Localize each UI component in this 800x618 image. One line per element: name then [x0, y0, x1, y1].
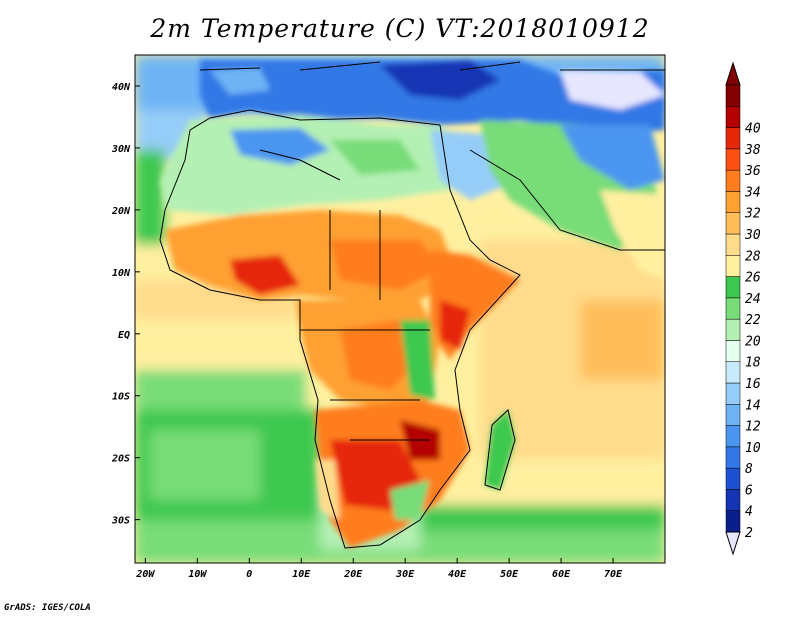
- lat-tick-label: 10S: [112, 392, 130, 403]
- colorbar-swatch: [725, 127, 741, 150]
- colorbar-swatch: [725, 318, 741, 341]
- lon-tick-label: 60E: [552, 569, 571, 580]
- lat-tick-label: 10N: [112, 268, 131, 279]
- colorbar-swatch: [725, 340, 741, 362]
- colorbar-swatch: [725, 106, 741, 128]
- lon-tick-label: 20E: [343, 569, 363, 580]
- lon-tick-label: 30E: [395, 569, 415, 580]
- lat-tick-label: 30S: [111, 516, 130, 527]
- lat-tick-label: 20N: [111, 206, 131, 217]
- colorbar-swatch: [725, 169, 741, 192]
- colorbar-label: 18: [745, 356, 761, 371]
- credit-text: GrADS: IGES/COLA: [4, 603, 91, 613]
- colorbar-swatch: [725, 276, 741, 299]
- chart-title: 2m Temperature (C) VT:2018010912: [150, 14, 650, 43]
- colorbar-bottom-arrow: [725, 531, 741, 556]
- land-field: [160, 60, 665, 548]
- colorbar-label: 4: [745, 505, 753, 520]
- colorbar-label: 14: [745, 398, 761, 413]
- colorbar-label: 10: [745, 441, 761, 456]
- colorbar-label: 32: [744, 207, 761, 222]
- colorbar-swatch: [725, 446, 741, 469]
- colorbar-label: 26: [745, 271, 761, 286]
- lat-tick-label: 40N: [112, 82, 131, 93]
- colorbar-label: 28: [745, 249, 761, 264]
- colorbar-label: 36: [744, 164, 761, 179]
- colorbar-label: 12: [745, 420, 761, 435]
- lon-tick-label: 50E: [500, 569, 519, 580]
- axes: 20W 10W 0 10E 20E 30E 40E 50E 60E 70E 40N 30N 20N 10N…: [111, 82, 623, 580]
- colorbar-label: 2: [745, 526, 753, 541]
- lon-tick-label: 0: [246, 569, 252, 580]
- colorbar-label: 8: [745, 462, 753, 477]
- colorbar-swatch: [725, 425, 741, 448]
- lon-tick-label: 10W: [188, 569, 207, 580]
- colorbar-label: 30: [744, 228, 761, 243]
- lat-tick-label: EQ: [118, 330, 130, 341]
- lat-tick-label: 20S: [111, 454, 130, 465]
- colorbar-swatch: [725, 510, 741, 533]
- colorbar-swatch: [725, 233, 741, 256]
- colorbar-swatch: [725, 361, 741, 384]
- colorbar-label: 20: [745, 334, 761, 349]
- lon-tick-label: 70E: [604, 569, 623, 580]
- colorbar-top-arrow: [725, 61, 741, 86]
- colorbar-swatch: [725, 148, 741, 171]
- colorbar-label: 38: [744, 143, 761, 158]
- lat-tick-label: 30N: [111, 144, 131, 155]
- colorbar-label: 16: [745, 377, 761, 392]
- temperature-field: [135, 55, 665, 563]
- colorbar-swatch: [725, 212, 741, 235]
- lon-tick-label: 20W: [135, 569, 155, 580]
- colorbar-swatch: [725, 84, 741, 107]
- lon-tick-label: 10E: [292, 569, 311, 580]
- colorbar-swatch: [725, 489, 741, 511]
- colorbar-label: 22: [745, 313, 761, 328]
- colorbar-swatch: [725, 191, 741, 213]
- colorbar-label: 34: [744, 185, 761, 200]
- coastlines: [159, 61, 665, 549]
- colorbar-label: 40: [745, 122, 761, 137]
- colorbar-swatch: [725, 297, 741, 320]
- colorbar-swatch: [725, 255, 741, 277]
- colorbar-label: 24: [745, 292, 761, 307]
- colorbar-swatch: [725, 467, 741, 490]
- plot-frame: [134, 54, 666, 564]
- colorbar-swatch: [725, 404, 741, 426]
- colorbar-label: 6: [745, 483, 753, 498]
- colorbar-swatch: [725, 382, 741, 405]
- lon-tick-label: 40E: [448, 569, 467, 580]
